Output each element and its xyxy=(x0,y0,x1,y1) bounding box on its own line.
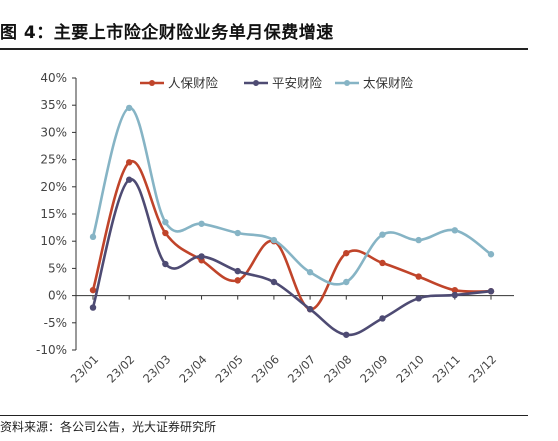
series-point xyxy=(234,267,241,275)
x-tick-label: 23/02 xyxy=(104,352,137,385)
series-point xyxy=(125,176,133,183)
series-point xyxy=(343,331,350,338)
x-tick-label: 23/06 xyxy=(249,352,282,385)
series-point xyxy=(89,233,97,241)
x-tick-label: 23/03 xyxy=(140,352,173,385)
series-point xyxy=(306,306,314,313)
figure-title: 图 4：主要上市险企财险业务单月保费增速 xyxy=(0,23,334,43)
series-point xyxy=(451,227,459,234)
y-tick-label: 40% xyxy=(40,71,67,85)
legend-label-1: 平安财险 xyxy=(272,76,323,91)
legend-label-2: 太保财险 xyxy=(363,76,414,91)
series-point xyxy=(270,236,278,244)
x-tick-label: 23/09 xyxy=(357,352,390,385)
y-tick-label: 0% xyxy=(48,289,67,303)
series-layer xyxy=(89,104,495,338)
series-point xyxy=(415,295,422,302)
x-tick-label: 23/01 xyxy=(68,352,101,385)
x-tick-label: 23/12 xyxy=(466,352,499,385)
legend-marker-2 xyxy=(344,80,350,86)
legend-marker-1 xyxy=(253,80,259,86)
series-point xyxy=(125,159,133,166)
x-tick-label: 23/11 xyxy=(430,352,463,385)
series-point xyxy=(487,288,495,295)
y-tick-label: 25% xyxy=(40,153,67,167)
series-point xyxy=(89,304,97,311)
x-tick-label: 23/04 xyxy=(176,352,209,385)
source-divider xyxy=(0,415,528,416)
x-tick-label: 23/10 xyxy=(393,352,426,385)
series-point xyxy=(343,278,350,286)
series-point xyxy=(162,218,169,226)
title-divider xyxy=(0,48,528,50)
x-axis: 23/01 23/02 23/03 23/04 23/05 23/06 23/07 23/08… xyxy=(68,295,514,386)
series-point xyxy=(89,286,97,294)
series-point xyxy=(270,278,278,286)
series-point xyxy=(198,253,205,260)
y-tick-label: 20% xyxy=(40,180,67,194)
source-note: 资料来源：各公司公告，光大证券研究所 xyxy=(0,420,217,434)
y-tick-label: 5% xyxy=(48,261,67,275)
x-tick-label: 23/05 xyxy=(213,352,246,385)
series-point xyxy=(198,220,205,227)
series-point xyxy=(451,286,459,294)
y-tick-label: 15% xyxy=(40,207,67,221)
y-tick-label: 10% xyxy=(40,234,67,248)
y-axis: -10% -5% 0% 5% 10% 15% 20% 25% 30% 35% 40% xyxy=(36,71,77,357)
x-tick-label: 23/08 xyxy=(321,352,354,385)
series-point xyxy=(415,236,422,244)
legend-label-0: 人保财险 xyxy=(168,76,219,91)
series-point xyxy=(234,229,241,237)
series-point xyxy=(162,260,169,268)
series-point xyxy=(379,315,386,322)
y-tick-label: 35% xyxy=(40,98,67,112)
series-point xyxy=(415,273,422,280)
x-tick-label: 23/07 xyxy=(285,352,318,385)
series-point xyxy=(487,251,495,258)
series-point xyxy=(379,259,386,267)
series-point xyxy=(379,231,386,238)
series-point xyxy=(125,104,133,112)
y-tick-label: 30% xyxy=(40,125,67,139)
series-point xyxy=(343,249,350,257)
series-point xyxy=(451,291,459,299)
series-point xyxy=(234,277,241,284)
y-tick-label: -5% xyxy=(44,316,67,330)
series-point xyxy=(306,269,314,276)
legend: 人保财险 平安财险 太保财险 xyxy=(140,76,414,91)
legend-marker-0 xyxy=(149,80,155,86)
y-tick-label: -10% xyxy=(36,343,67,357)
series-line-2 xyxy=(91,106,493,286)
series-point xyxy=(162,229,169,237)
